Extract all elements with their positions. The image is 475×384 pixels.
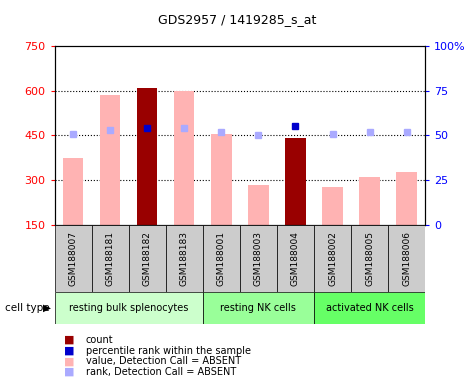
Text: percentile rank within the sample: percentile rank within the sample	[86, 346, 250, 356]
Text: GSM188001: GSM188001	[217, 231, 226, 286]
Bar	[92, 225, 129, 292]
Text: value, Detection Call = ABSENT: value, Detection Call = ABSENT	[86, 356, 241, 366]
Bar	[129, 225, 166, 292]
Text: count: count	[86, 335, 113, 345]
Bar	[351, 225, 388, 292]
Text: GSM188183: GSM188183	[180, 231, 189, 286]
Bar	[174, 91, 194, 225]
Text: activated NK cells: activated NK cells	[326, 303, 413, 313]
Text: GSM188007: GSM188007	[69, 231, 77, 286]
Bar	[63, 158, 83, 225]
Text: ■: ■	[64, 367, 75, 377]
Text: GSM188005: GSM188005	[365, 231, 374, 286]
Text: GSM188003: GSM188003	[254, 231, 263, 286]
Bar	[240, 225, 277, 292]
Text: GSM188182: GSM188182	[143, 231, 152, 286]
Text: GDS2957 / 1419285_s_at: GDS2957 / 1419285_s_at	[158, 13, 317, 26]
Bar	[55, 225, 92, 292]
Bar	[55, 292, 203, 324]
Text: ■: ■	[64, 346, 75, 356]
Bar	[360, 177, 380, 225]
Bar	[203, 292, 314, 324]
Bar	[211, 134, 231, 225]
Text: GSM188006: GSM188006	[402, 231, 411, 286]
Bar	[323, 187, 342, 225]
Bar	[100, 95, 120, 225]
Bar	[203, 225, 240, 292]
Bar	[285, 138, 305, 225]
Text: rank, Detection Call = ABSENT: rank, Detection Call = ABSENT	[86, 367, 236, 377]
Text: resting bulk splenocytes: resting bulk splenocytes	[69, 303, 189, 313]
Text: GSM188004: GSM188004	[291, 231, 300, 286]
Bar	[137, 88, 157, 225]
Bar	[166, 225, 203, 292]
Bar	[248, 185, 268, 225]
Text: ▶: ▶	[43, 303, 50, 313]
Text: cell type: cell type	[5, 303, 49, 313]
Bar	[277, 225, 314, 292]
Text: resting NK cells: resting NK cells	[220, 303, 296, 313]
Text: GSM188002: GSM188002	[328, 231, 337, 286]
Bar	[314, 225, 351, 292]
Text: GSM188181: GSM188181	[106, 231, 114, 286]
Bar	[314, 292, 425, 324]
Bar	[388, 225, 425, 292]
Bar	[397, 172, 417, 225]
Text: ■: ■	[64, 356, 75, 366]
Text: ■: ■	[64, 335, 75, 345]
